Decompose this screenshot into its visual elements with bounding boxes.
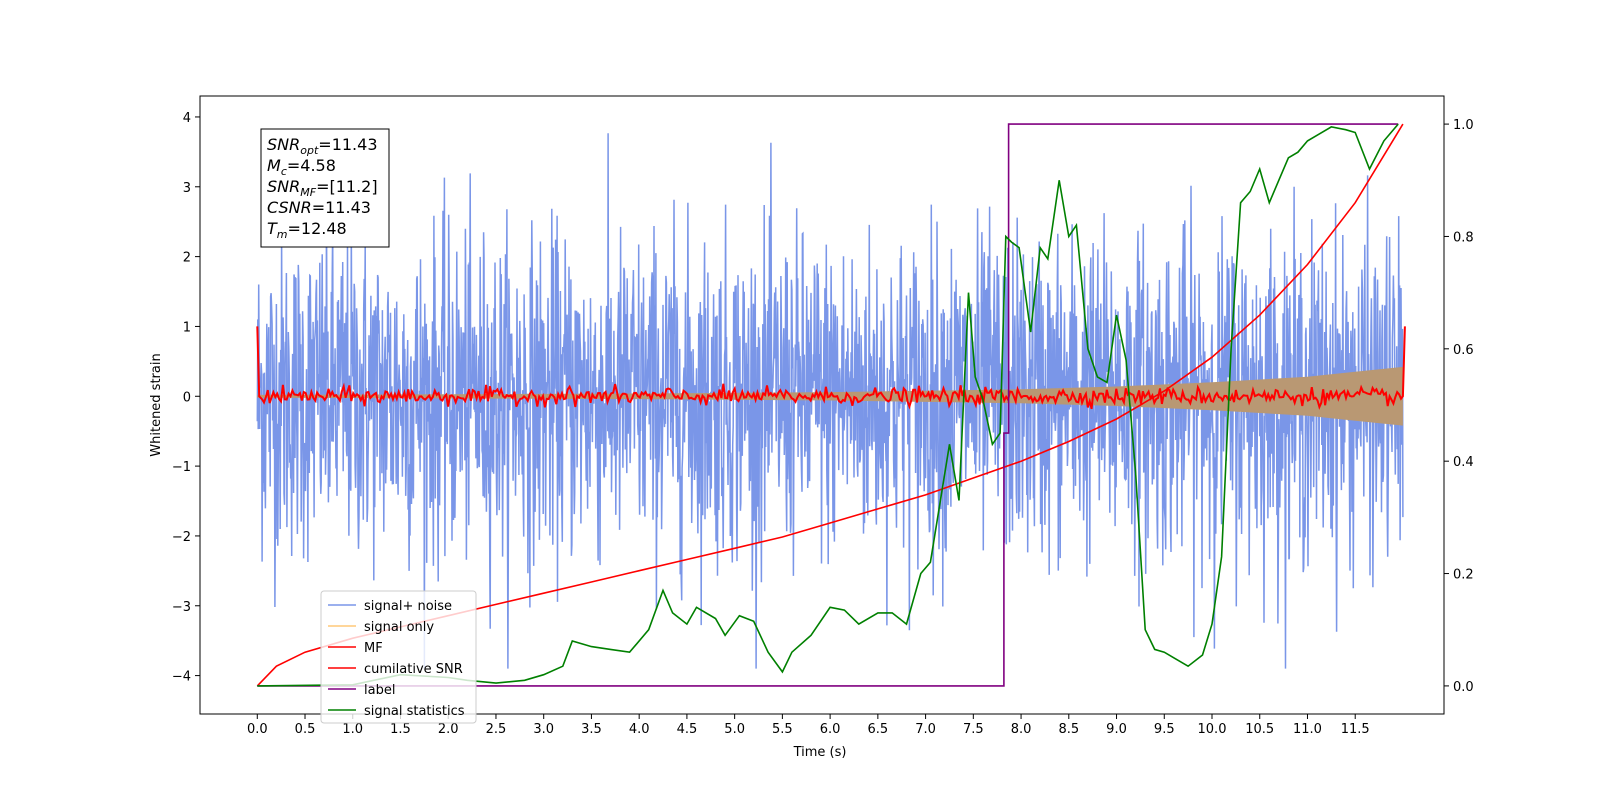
- annotation-line: Tm=12.48: [267, 219, 347, 241]
- x-tick-label: 11.0: [1293, 722, 1322, 737]
- y-tick-label-left: −4: [172, 670, 191, 685]
- x-axis-label: Time (s): [793, 745, 847, 760]
- x-tick-label: 5.5: [772, 722, 793, 737]
- y-tick-label-right: 0.2: [1453, 568, 1474, 583]
- x-tick-label: 6.0: [820, 722, 841, 737]
- y-axis-label: Whitened strain: [149, 353, 164, 456]
- y-tick-label-right: 0.4: [1453, 455, 1474, 470]
- y-tick-label-left: 0: [183, 390, 191, 405]
- x-tick-label: 8.5: [1058, 722, 1079, 737]
- y-axis-left: −4 −3 −2 −1 0 1 2 3 4: [172, 111, 200, 685]
- legend-entry: MF: [364, 641, 383, 656]
- y-tick-label-left: 2: [183, 251, 191, 266]
- x-tick-label: 3.0: [533, 722, 554, 737]
- x-tick-label: 9.0: [1106, 722, 1127, 737]
- y-tick-label-left: 3: [183, 181, 191, 196]
- x-axis: 0.0 0.5 1.0 1.5 2.0 2.5 3.0 3.5 4.0 4.5 5.0 5.5 6.0 6…: [247, 714, 1370, 737]
- series-label: [257, 123, 1399, 687]
- y-tick-label-left: 4: [183, 111, 191, 126]
- x-tick-label: 5.0: [724, 722, 745, 737]
- x-tick-label: 10.5: [1245, 722, 1274, 737]
- annotation-line: SNRMF=[11.2]: [267, 177, 378, 199]
- legend-entry: signal statistics: [364, 704, 465, 719]
- x-tick-label: 1.0: [342, 722, 363, 737]
- legend-frame: [320, 590, 477, 724]
- series-signal-statistics: [257, 123, 1399, 687]
- x-tick-label: 2.5: [486, 722, 507, 737]
- annotation-line: CSNR=11.43: [267, 198, 371, 217]
- x-tick-label: 4.5: [677, 722, 698, 737]
- y-axis-right: 0.0 0.2 0.4 0.6 0.8 1.0: [1444, 118, 1474, 695]
- y-tick-label-left: 1: [183, 320, 191, 335]
- x-tick-label: 7.0: [915, 722, 936, 737]
- y-tick-label-right: 1.0: [1453, 118, 1474, 133]
- annotation-line: SNRopt=11.43: [267, 135, 378, 157]
- legend: signal+ noise signal only MF cumilative SNR…: [320, 590, 477, 724]
- y-tick-label-right: 0.0: [1453, 680, 1474, 695]
- x-tick-label: 7.5: [963, 722, 984, 737]
- annotation-line: Mc=4.58: [267, 156, 336, 178]
- y-tick-label-right: 0.6: [1453, 343, 1474, 358]
- plot-frame: [199, 95, 1445, 715]
- legend-entry: signal only: [364, 620, 434, 635]
- x-tick-label: 0.0: [247, 722, 268, 737]
- x-tick-label: 10.0: [1198, 722, 1227, 737]
- annotation-frame: [260, 128, 390, 248]
- legend-entry: signal+ noise: [364, 599, 452, 614]
- legend-entry: label: [364, 683, 395, 698]
- series-mf: [256, 326, 1406, 410]
- stats-annotation-box: SNRopt=11.43Mc=4.58SNRMF=[11.2]CSNR=11.4…: [260, 128, 390, 248]
- x-tick-label: 3.5: [581, 722, 602, 737]
- x-tick-label: 11.5: [1341, 722, 1370, 737]
- x-tick-label: 8.0: [1011, 722, 1032, 737]
- y-tick-label-right: 0.8: [1453, 230, 1474, 245]
- y-tick-label-left: −2: [172, 530, 191, 545]
- x-tick-label: 4.0: [629, 722, 650, 737]
- x-tick-label: 1.5: [390, 722, 411, 737]
- x-tick-label: 6.5: [868, 722, 889, 737]
- x-tick-label: 9.5: [1154, 722, 1175, 737]
- y-tick-label-left: −1: [172, 460, 191, 475]
- legend-entry: cumilative SNR: [364, 662, 463, 677]
- y-tick-label-left: −3: [172, 600, 191, 615]
- x-tick-label: 2.0: [438, 722, 459, 737]
- x-tick-label: 0.5: [295, 722, 316, 737]
